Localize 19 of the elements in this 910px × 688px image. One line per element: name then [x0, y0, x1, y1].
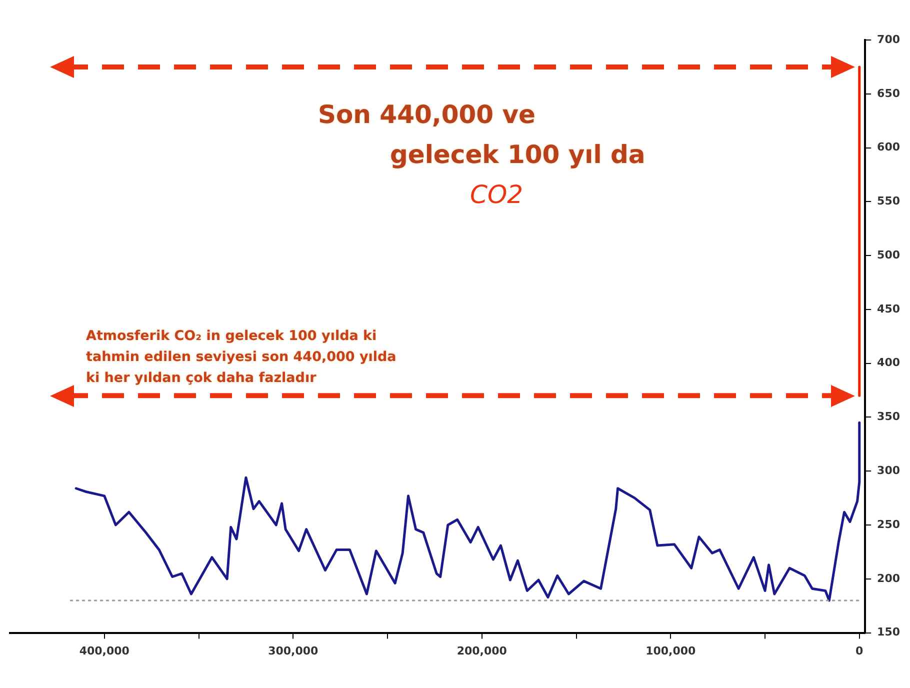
y-tick-label: 550	[877, 194, 900, 208]
y-tick-label: 350	[877, 410, 900, 424]
y-tick-label: 300	[877, 464, 900, 477]
y-tick-label: 400	[877, 356, 900, 370]
x-tick-label: 100,000	[646, 644, 696, 658]
y-tick-label: 600	[877, 140, 900, 154]
y-tick-label: 250	[877, 518, 900, 531]
text: Son 440,000 ve gelecek 100 yıl da CO2	[318, 100, 646, 209]
y-tick-label: 200	[877, 572, 900, 585]
y-tick-label: 650	[877, 86, 900, 100]
x-tick-label: 0	[856, 644, 864, 658]
y-tick-label: 700	[877, 32, 900, 46]
y-tick-label: 450	[877, 302, 900, 316]
annotation: Atmosferik CO₂ in gelecek 100 yılda ki tahmin edilen seviyesi son 440,000 yılda ki her yıldan çok daha fazladır	[86, 327, 396, 388]
x-tick-label: 400,000	[79, 644, 130, 658]
y-tick-label: 150	[877, 626, 900, 639]
x-tick-label: 300,000	[268, 644, 319, 658]
y-tick-label: 500	[877, 248, 900, 262]
x-tick-label: 200,000	[456, 644, 508, 658]
